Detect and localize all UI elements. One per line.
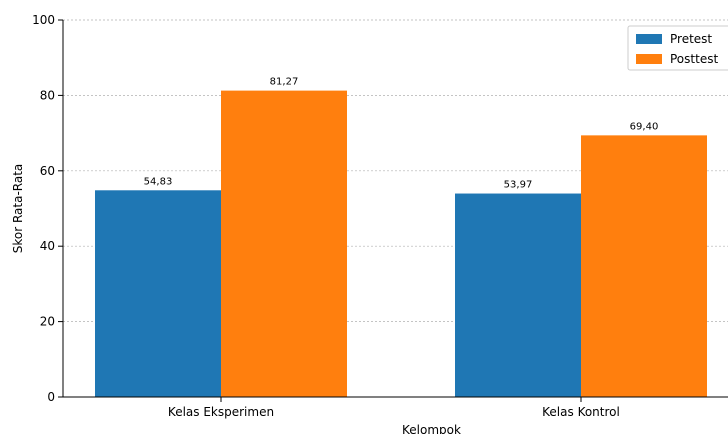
bar-pretest-1	[95, 190, 221, 397]
legend: Pretest Posttest	[627, 25, 728, 71]
bar-value-label: 53,97	[504, 180, 533, 191]
data-labels: 54,83 81,27 53,97 69,40	[144, 77, 659, 191]
bar-posttest-1	[221, 90, 347, 398]
y-tick-label: 0	[47, 390, 55, 404]
x-tick-label: Kelas Kontrol	[542, 405, 620, 419]
gridlines	[63, 19, 728, 322]
bars	[95, 90, 707, 398]
legend-swatch-pretest	[636, 34, 662, 44]
x-axis-title: Kelompok	[402, 423, 461, 434]
bar-value-label: 69,40	[630, 121, 659, 132]
bar-posttest-2	[581, 135, 707, 397]
bar-value-label: 54,83	[144, 176, 173, 187]
bar-value-label: 81,27	[270, 77, 299, 88]
axes	[62, 20, 728, 398]
x-tick-label: Kelas Eksperimen	[168, 405, 274, 419]
legend-swatch-posttest	[636, 54, 662, 64]
legend-label-pretest: Pretest	[670, 32, 712, 46]
y-tick-label: 40	[40, 239, 55, 253]
x-ticks: Kelas Eksperimen Kelas Kontrol	[168, 397, 620, 419]
y-tick-label: 100	[32, 13, 55, 27]
bar-pretest-2	[455, 193, 581, 397]
y-tick-label: 80	[40, 88, 55, 102]
y-axis-title: Skor Rata-Rata	[11, 164, 25, 254]
legend-label-posttest: Posttest	[670, 52, 718, 66]
y-tick-label: 20	[40, 315, 55, 329]
y-tick-label: 60	[40, 164, 55, 178]
y-ticks: 0 20 40 60 80 100	[32, 13, 63, 404]
